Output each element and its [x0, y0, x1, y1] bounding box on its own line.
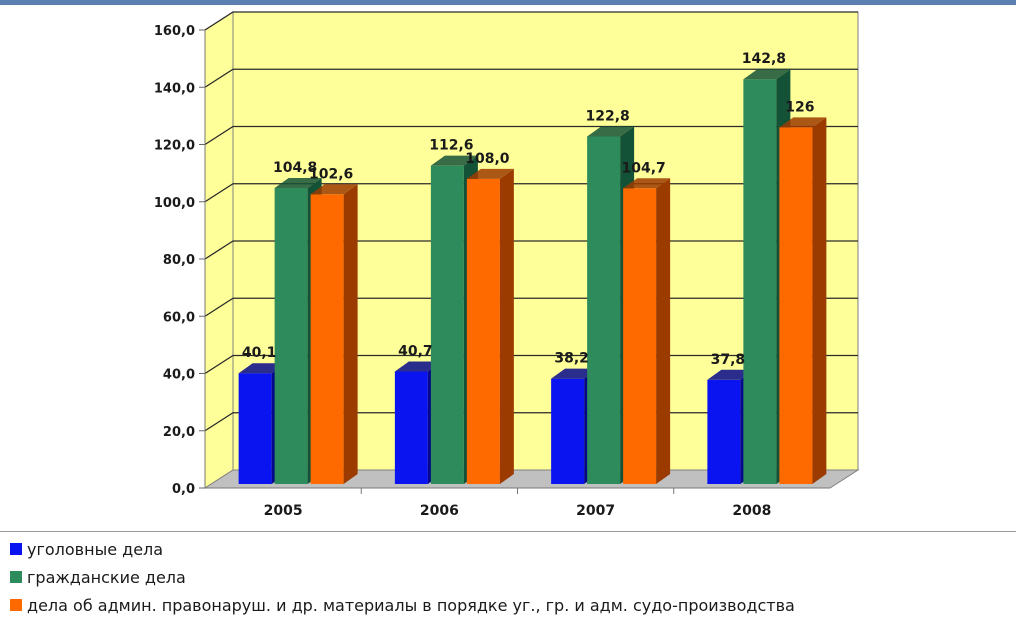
bar — [707, 379, 741, 484]
y-tick-label: 60,0 — [163, 310, 195, 325]
legend-item-admin: дела об админ. правонаруш. и др. материа… — [10, 594, 795, 616]
data-label: 102,6 — [309, 166, 353, 182]
data-label: 104,8 — [273, 160, 317, 176]
y-tick-label: 160,0 — [154, 24, 195, 39]
data-label: 40,7 — [398, 343, 433, 359]
legend-label: дела об админ. правонаруш. и др. материа… — [27, 595, 795, 615]
y-tick-label: 40,0 — [163, 368, 195, 383]
bar-top — [238, 363, 286, 374]
x-tick-label: 2008 — [732, 503, 771, 519]
legend: уголовные дела гражданские дела дела об … — [0, 531, 1016, 623]
bar-side — [812, 117, 827, 484]
bar-top — [466, 168, 514, 179]
data-label: 122,8 — [585, 108, 629, 124]
x-tick-label: 2006 — [420, 503, 459, 519]
data-label: 104,7 — [621, 160, 665, 176]
bar-top — [274, 178, 322, 189]
bar — [779, 127, 813, 484]
bar — [466, 178, 500, 484]
legend-swatch — [10, 571, 22, 583]
bar-chart: 0,0 20,0 40,0 60,0 80,0 100,0 120,0 140,0 160,0 2… — [154, 11, 860, 519]
legend-item-criminal: уголовные дела — [10, 538, 163, 560]
bar-top — [430, 155, 478, 166]
bar — [587, 136, 621, 485]
data-label: 37,8 — [711, 352, 746, 368]
x-tick-label: 2007 — [576, 503, 615, 519]
data-label: 40,1 — [242, 345, 277, 361]
legend-swatch — [10, 599, 22, 611]
legend-label: гражданские дела — [27, 567, 186, 587]
y-tick-label: 100,0 — [154, 196, 195, 211]
bar — [623, 188, 657, 484]
y-tick-label: 120,0 — [154, 139, 195, 154]
bar — [430, 165, 464, 484]
bar-top — [587, 126, 635, 137]
bar — [274, 188, 308, 484]
bar-side — [343, 184, 358, 484]
gridline — [204, 68, 858, 88]
y-tick-label: 140,0 — [154, 81, 195, 96]
legend-item-civil: гражданские дела — [10, 566, 186, 588]
bar — [310, 194, 344, 484]
bar-top — [394, 361, 442, 372]
data-label: 108,0 — [465, 151, 510, 167]
gridline — [204, 125, 858, 146]
axes: 0,0 20,0 40,0 60,0 80,0 100,0 120,0 140,0 160,0 2… — [154, 24, 830, 519]
bar-top — [623, 178, 671, 189]
top-border-line — [0, 0, 1016, 5]
bar-top — [310, 184, 358, 195]
legend-label: уголовные дела — [27, 539, 164, 559]
y-tick-label: 0,0 — [172, 482, 195, 497]
bar-top — [743, 69, 791, 80]
bar-side — [499, 168, 514, 484]
bar — [743, 79, 777, 485]
bar — [238, 373, 272, 484]
y-tick-label: 80,0 — [163, 253, 195, 268]
x-tick-label: 2005 — [264, 503, 303, 519]
legend-swatch — [10, 543, 22, 555]
data-label: 38,2 — [554, 351, 589, 367]
y-tick-label: 20,0 — [163, 425, 195, 440]
bar-side — [656, 178, 671, 484]
data-label: 142,8 — [742, 51, 786, 67]
bar — [551, 378, 585, 484]
data-label: 112,6 — [429, 138, 473, 154]
bar — [394, 371, 428, 484]
bar-top — [551, 368, 599, 379]
bars — [238, 69, 827, 485]
bar-top — [707, 369, 755, 380]
gridline — [204, 11, 858, 31]
data-label: 126 — [785, 99, 814, 115]
bar-top — [779, 117, 827, 128]
